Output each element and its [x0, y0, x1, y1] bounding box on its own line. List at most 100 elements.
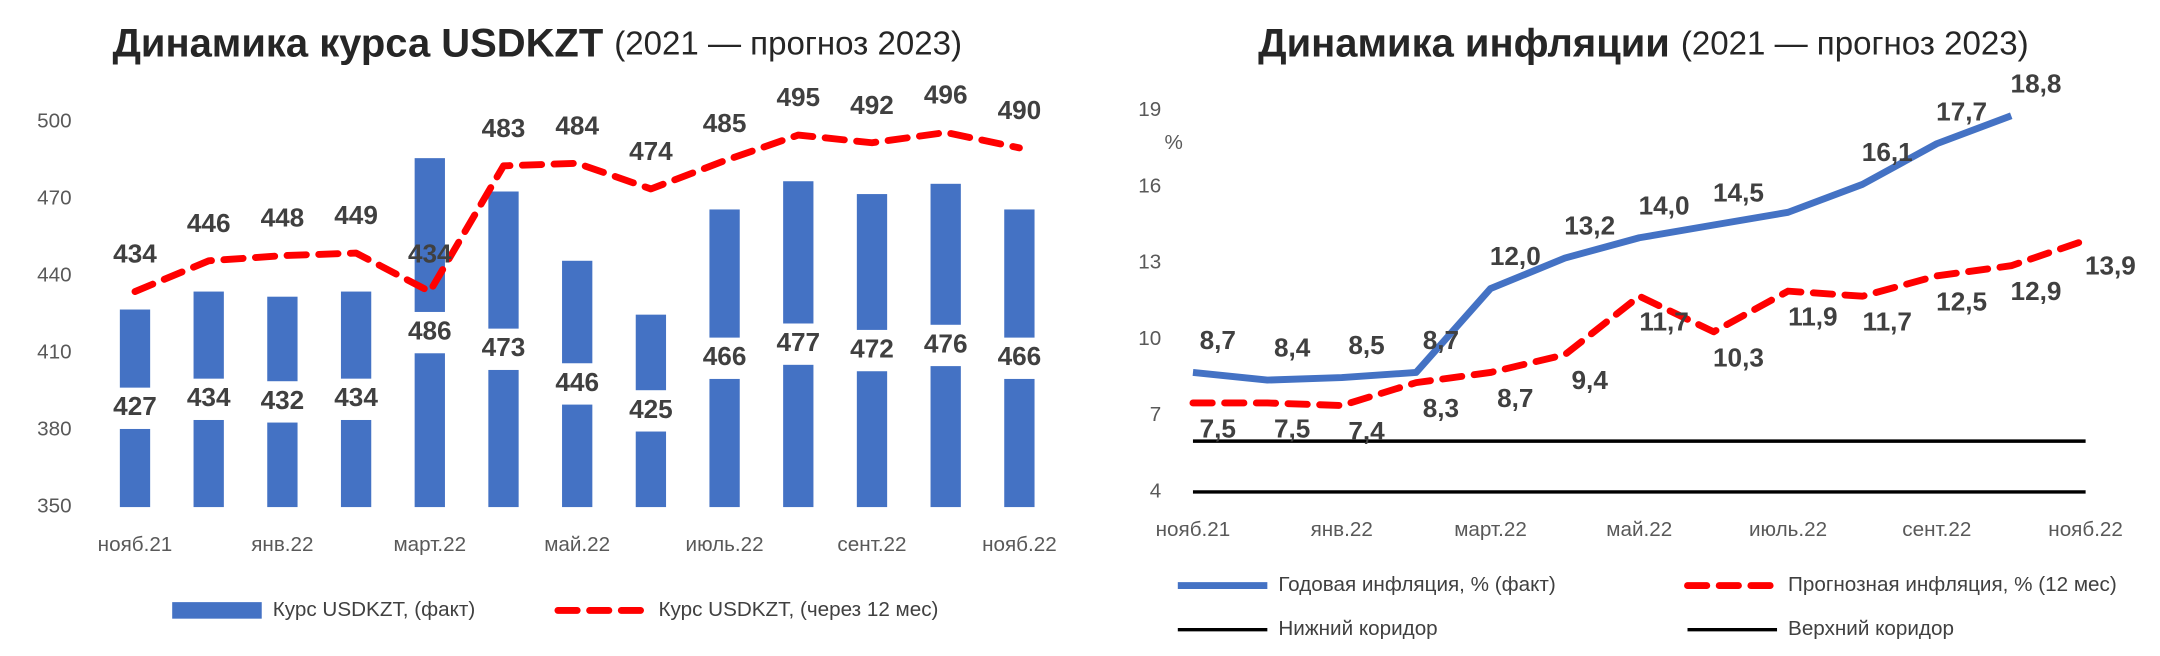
data-label: 13,9	[2085, 251, 2136, 281]
data-label: 476	[924, 328, 968, 358]
subtitle: (2021 — прогноз 2023)	[614, 25, 962, 62]
data-label: 7,5	[1274, 413, 1310, 443]
data-label: 427	[113, 391, 157, 421]
data-label: 8,3	[1423, 393, 1459, 423]
x-tick-label: март.22	[393, 533, 466, 556]
data-label: 9,4	[1572, 365, 1609, 395]
line-series	[1192, 112, 2013, 384]
label-background	[983, 337, 1056, 379]
data-label: 486	[408, 316, 452, 346]
x-tick-label: нояб.21	[1156, 518, 1231, 541]
data-label: 446	[555, 367, 599, 397]
label-background	[909, 324, 982, 367]
data-label: 12,0	[1490, 241, 1541, 271]
data-label: 17,7	[1936, 96, 1987, 126]
x-tick-label: май.22	[1606, 518, 1672, 541]
data-label: 8,5	[1348, 330, 1384, 360]
x-tick-label: июль.22	[1749, 518, 1827, 541]
label-background	[836, 329, 908, 372]
y-tick-label: 380	[37, 418, 71, 441]
data-label: 8,4	[1274, 333, 1311, 363]
data-label: 8,7	[1497, 383, 1533, 413]
y-unit: %	[1164, 131, 1182, 154]
chart-title: Динамика инфляции (2021 — прогноз 2023)	[1258, 21, 2028, 65]
label-background	[467, 328, 540, 370]
data-label: 18,8	[2011, 68, 2062, 98]
x-tick-label: сент.22	[1902, 518, 1971, 541]
data-label: 496	[924, 80, 968, 110]
data-label: 473	[482, 332, 526, 362]
y-tick-label: 470	[37, 187, 71, 210]
legend-label: Прогнозная инфляция, % (12 мес)	[1788, 573, 2117, 596]
x-tick-label: нояб.22	[2048, 518, 2123, 541]
chart-title: Динамика курса USDKZT (2021 — прогноз 202…	[112, 21, 962, 65]
legend-swatch	[172, 602, 262, 619]
x-tick-label: нояб.21	[98, 533, 173, 556]
data-label: 483	[482, 113, 526, 143]
data-label: 446	[187, 208, 231, 238]
data-label: 466	[703, 341, 747, 371]
label-background	[762, 323, 835, 365]
legend-label: Курс USDKZT, (факт)	[273, 598, 475, 621]
data-label: 13,2	[1564, 211, 1615, 241]
data-label: 492	[850, 90, 894, 120]
label-background	[172, 378, 245, 420]
data-label: 7,5	[1200, 413, 1236, 443]
data-label: 490	[998, 95, 1042, 125]
title: Динамика инфляции	[1258, 21, 1670, 65]
data-label: 472	[850, 333, 894, 363]
data-label: 7,4	[1348, 416, 1385, 446]
y-tick-label: 350	[37, 495, 71, 518]
label-background	[541, 363, 614, 405]
data-label: 12,9	[2011, 276, 2062, 306]
legend-label: Курс USDKZT, (через 12 мес)	[658, 598, 938, 621]
label-background	[99, 387, 171, 429]
x-tick-label: июль.22	[686, 533, 764, 556]
data-label: 495	[776, 82, 820, 112]
data-label: 485	[703, 108, 747, 138]
x-tick-label: янв.22	[251, 533, 313, 556]
y-tick-label: 500	[37, 110, 71, 133]
line-series	[131, 129, 1023, 296]
data-label: 16,1	[1862, 137, 1913, 167]
data-label: 8,7	[1423, 325, 1459, 355]
y-tick-label: 4	[1150, 479, 1162, 502]
x-tick-label: март.22	[1454, 518, 1527, 541]
x-tick-label: нояб.22	[982, 533, 1057, 556]
data-label: 434	[334, 382, 378, 412]
data-label: 477	[776, 327, 820, 357]
data-label: 10,3	[1713, 342, 1764, 372]
data-label: 434	[187, 382, 231, 412]
y-tick-label: 16	[1138, 174, 1161, 197]
legend-label: Верхний коридор	[1788, 617, 1954, 640]
data-label: 8,7	[1200, 325, 1236, 355]
data-label: 14,5	[1713, 178, 1764, 208]
y-tick-label: 440	[37, 264, 71, 287]
data-label: 434	[113, 239, 157, 269]
label-background	[320, 378, 392, 420]
label-background	[688, 337, 761, 379]
x-tick-label: сент.22	[837, 533, 906, 556]
subtitle: (2021 — прогноз 2023)	[1681, 25, 2029, 62]
data-label: 448	[261, 203, 305, 233]
legend-label: Годовая инфляция, % (факт)	[1278, 573, 1555, 596]
data-label: 425	[629, 394, 673, 424]
data-label: 432	[261, 385, 305, 415]
data-label: 434	[408, 239, 452, 269]
data-label: 474	[629, 136, 673, 166]
y-tick-label: 10	[1138, 327, 1161, 350]
data-label: 484	[555, 110, 599, 140]
data-label: 14,0	[1639, 190, 1690, 220]
title: Динамика курса USDKZT	[112, 21, 603, 65]
y-tick-label: 19	[1138, 98, 1161, 121]
data-label: 11,7	[1639, 307, 1688, 337]
label-background	[246, 381, 319, 423]
y-tick-label: 410	[37, 341, 71, 364]
data-label: 466	[998, 341, 1042, 371]
x-tick-label: май.22	[544, 533, 610, 556]
line-series	[1189, 236, 2090, 409]
label-background	[615, 390, 687, 432]
data-label: 449	[334, 200, 378, 230]
